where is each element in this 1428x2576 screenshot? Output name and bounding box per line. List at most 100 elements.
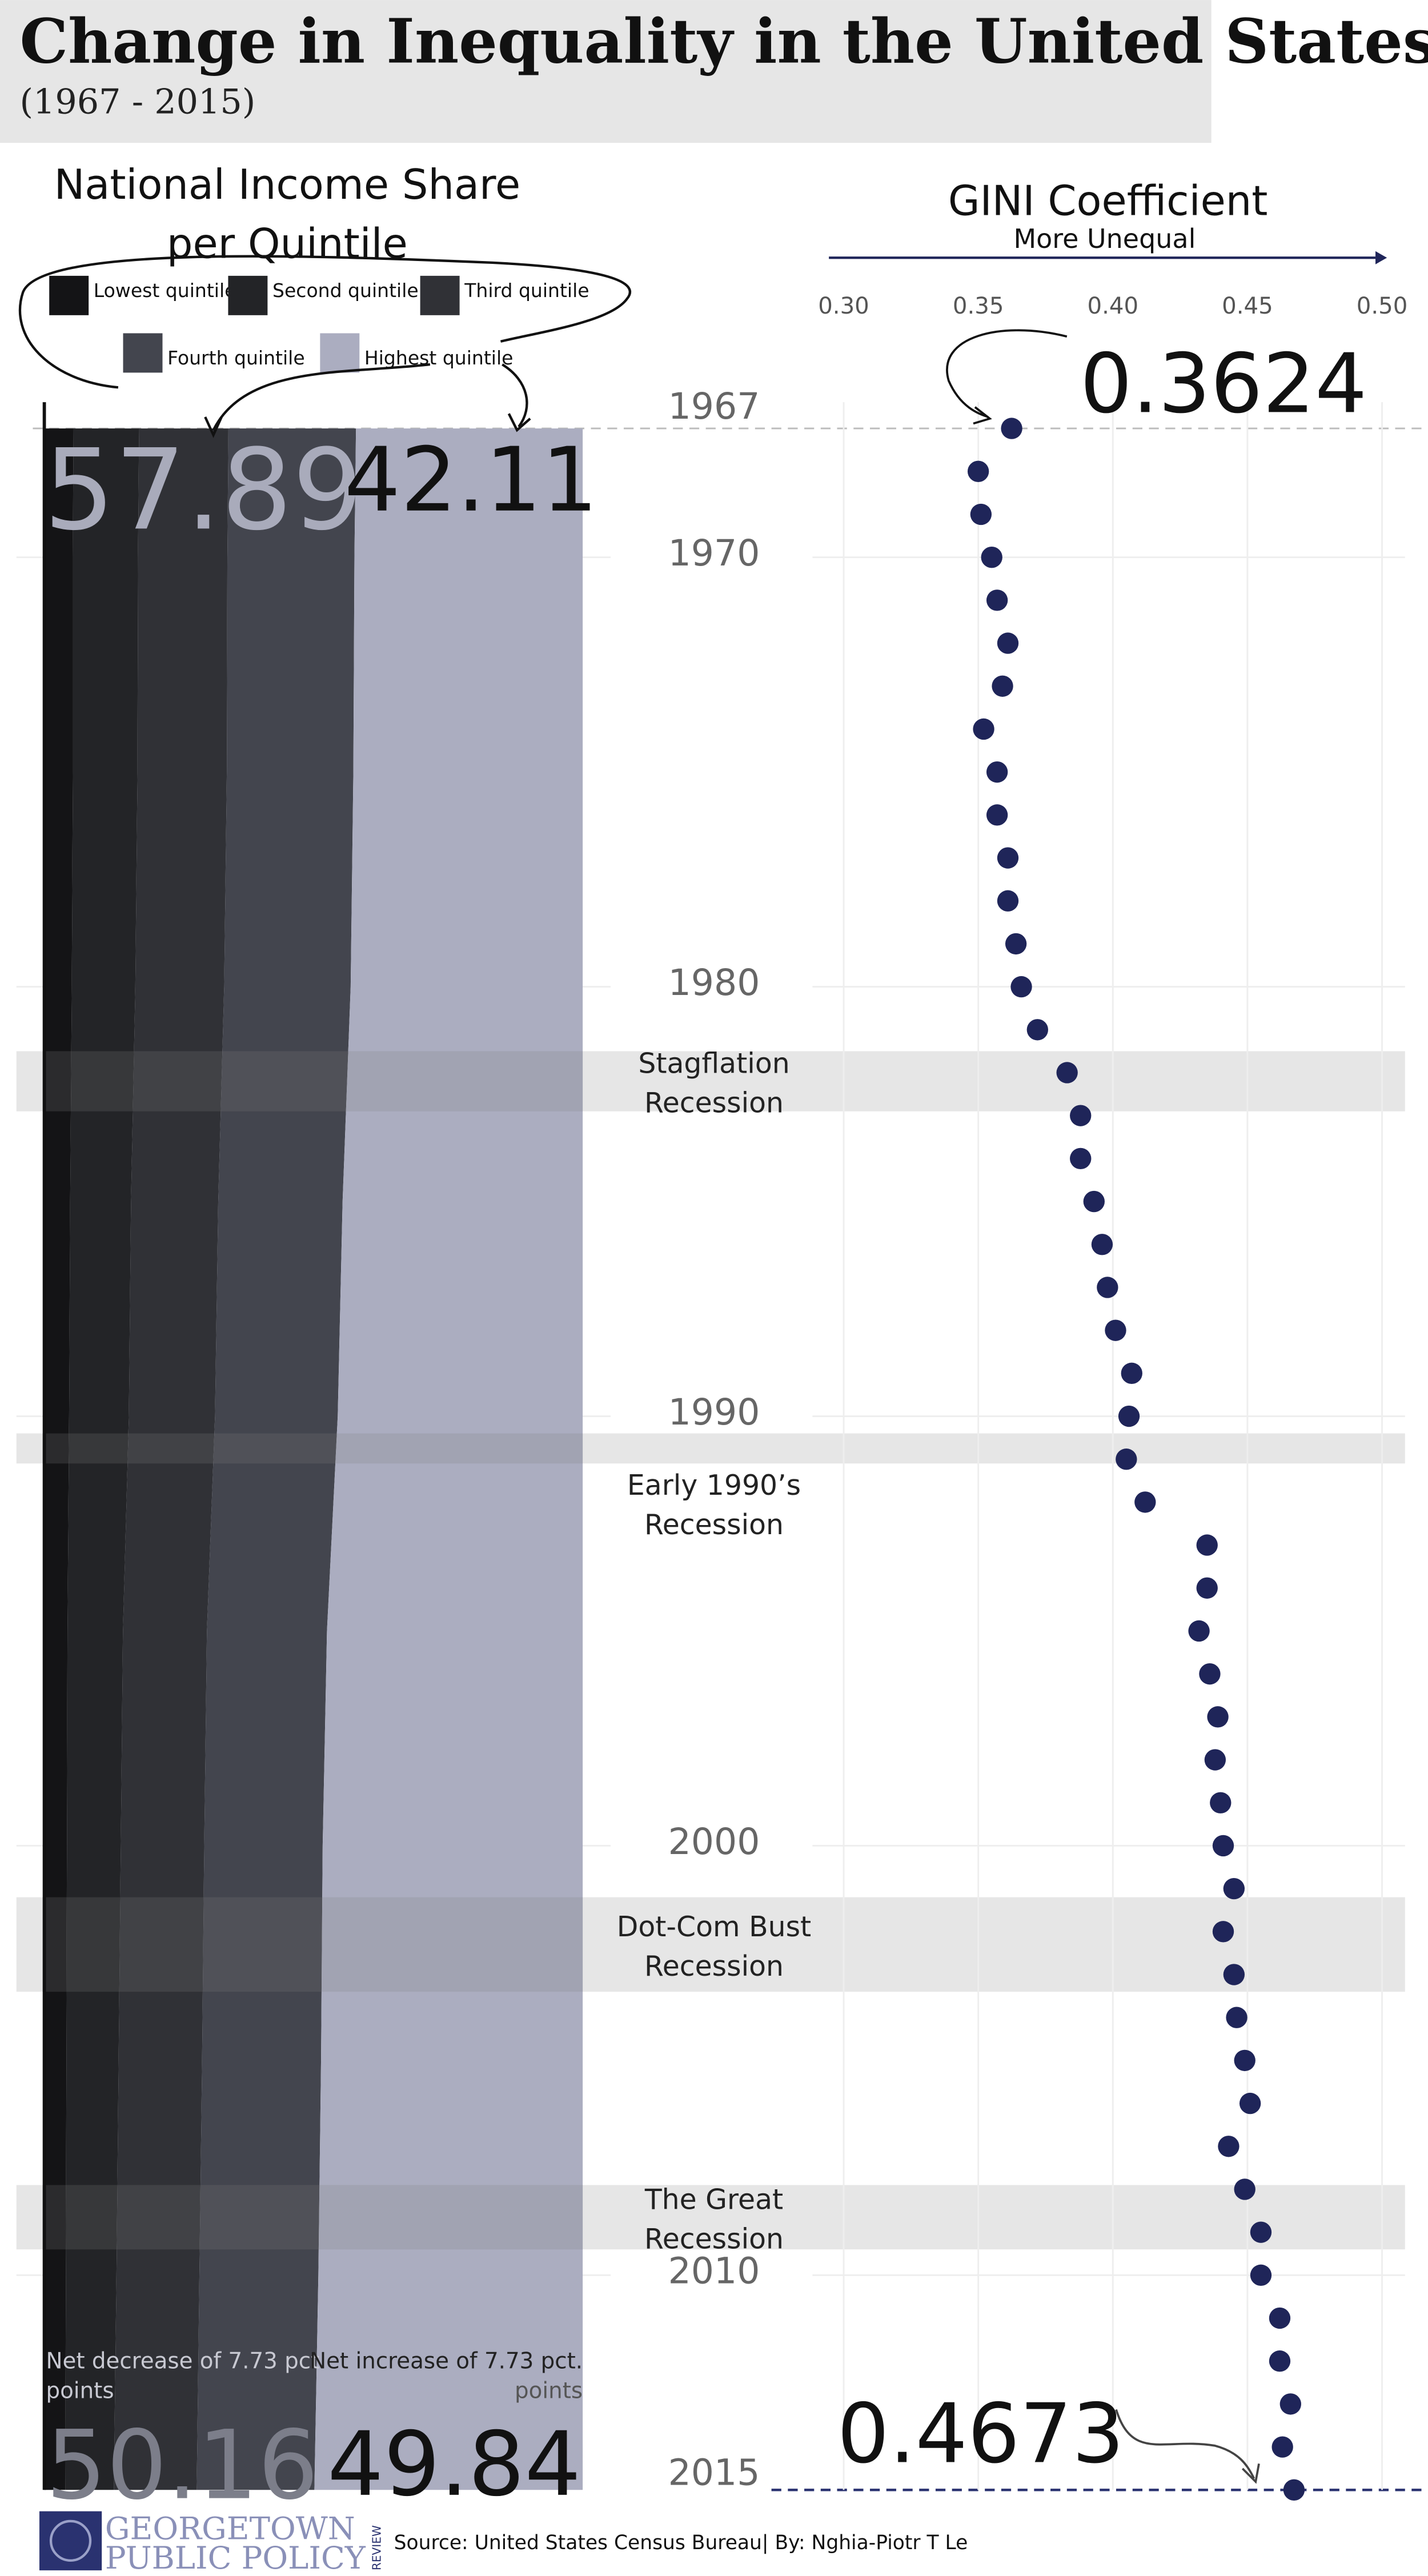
gini-dot [1212, 1921, 1234, 1943]
gini-dot [1223, 1964, 1245, 1985]
note: points [515, 2378, 583, 2404]
year-tick-label: 2015 [668, 2451, 760, 2494]
gini-dot [1134, 1491, 1156, 1513]
gini-dot [1279, 2393, 1301, 2415]
arrow-head [507, 413, 531, 432]
area-band [44, 428, 74, 2490]
gini-dot [1212, 1835, 1234, 1857]
logo-text: GEORGETOWN [105, 2510, 355, 2547]
legend-swatch [228, 275, 268, 315]
gini-dot [997, 890, 1019, 912]
recession-label: Early 1990’s [627, 1469, 801, 1502]
annotation-arrow [946, 329, 1068, 418]
gini-dot [1196, 1577, 1218, 1599]
area-band [314, 428, 583, 2490]
gini-dot [1070, 1105, 1092, 1126]
legend-swatch [320, 333, 360, 373]
legend-arrow [212, 363, 431, 431]
recession-label: Recession [644, 1950, 784, 1983]
recession-label: Recession [644, 2222, 784, 2255]
recession-label: Recession [644, 1508, 784, 1541]
recession-label: Recession [644, 1087, 784, 1120]
gini-dot [1091, 1234, 1113, 1255]
annotation-arrow [1115, 2409, 1255, 2479]
recession-band-overlay [44, 2185, 583, 2250]
gini-dot [1239, 2092, 1261, 2114]
source: Source: United States Census Bureau| By:… [394, 2531, 968, 2554]
gini-dot [1083, 1190, 1105, 1213]
scatter-chart [967, 418, 1305, 2501]
gini-dot [973, 718, 994, 740]
recession-overlay [44, 1051, 583, 2250]
gini-dot [986, 589, 1008, 611]
x-tick-label: 0.45 [1222, 293, 1273, 319]
x-tick-label: 0.35 [953, 293, 1004, 319]
year-tick-label: 1970 [668, 532, 760, 574]
recession-band-overlay [44, 1433, 583, 1464]
gini-dot [986, 804, 1008, 826]
legend-label: Highest quintile [364, 347, 514, 369]
arrow-head [204, 416, 223, 438]
legend-swatch [420, 275, 460, 315]
area-band [114, 428, 228, 2490]
recession-label: Stagflation [638, 1048, 789, 1080]
labels: Stagflation Recession Early 1990’s Recessio… [44, 161, 1408, 2521]
legend-swatch [123, 333, 163, 373]
gini-dot [1226, 2007, 1248, 2028]
area-band [196, 428, 356, 2490]
chart-title: National Income Share [54, 161, 521, 208]
gini-dot [1188, 1620, 1210, 1642]
gini-dot [997, 632, 1019, 654]
year-tick-label: 1980 [668, 961, 760, 1004]
share-label: 42.11 [344, 428, 598, 532]
legend-swatch [49, 275, 89, 315]
x-tick-label: 0.50 [1357, 293, 1408, 319]
gini-dot [1010, 976, 1032, 998]
gini-dot [1026, 1019, 1048, 1041]
gini-dot [1269, 2350, 1291, 2372]
note: Net decrease of 7.73 pct. [46, 2349, 326, 2374]
x-tick-label: 0.40 [1087, 293, 1138, 319]
area-chart [44, 428, 583, 2490]
share-label: 57.89 [44, 426, 363, 555]
year-tick-label: 1967 [668, 385, 760, 427]
legend-label: Fourth quintile [167, 347, 305, 369]
gini-dot [1121, 1362, 1142, 1385]
gini-dot [967, 460, 989, 482]
legend-loop [19, 255, 632, 389]
gini-dot [1056, 1062, 1078, 1084]
logo-text: REVIEW [370, 2525, 384, 2570]
area-band [65, 428, 139, 2490]
gini-dot [1196, 1534, 1218, 1556]
share-label: 49.84 [327, 2413, 581, 2516]
logo-text: PUBLIC POLICY [105, 2539, 366, 2576]
axis-label: More Unequal [1013, 223, 1196, 254]
legend-label: Second quintile [272, 279, 419, 302]
recession-label: The Great [644, 2183, 783, 2216]
gini-dot [1207, 1706, 1229, 1728]
gini-dot [1005, 933, 1027, 955]
gini-dot [981, 547, 1002, 568]
gini-dot [997, 847, 1019, 869]
year-tick-label: 1990 [668, 1391, 760, 1433]
gini-dot [1118, 1405, 1140, 1427]
note: points [46, 2378, 114, 2404]
gini-dot [1199, 1663, 1221, 1685]
subtitle: (1967 - 2015) [19, 82, 255, 122]
value-label: 0.4673 [837, 2386, 1125, 2481]
logo-emblem [49, 2519, 92, 2562]
gini-dot [1250, 2264, 1272, 2286]
legend-label: Third quintile [464, 279, 589, 302]
arrow-head [1241, 2463, 1260, 2484]
legend-label: Lowest quintile [94, 279, 236, 302]
gini-dot [1234, 2049, 1255, 2072]
gini-dot [1223, 1877, 1245, 1900]
chart-title: GINI Coefficient [948, 177, 1268, 225]
header-box [0, 0, 1212, 143]
gini-dot [970, 503, 992, 525]
arrow-head [973, 406, 992, 425]
arrow-head [1375, 251, 1387, 264]
